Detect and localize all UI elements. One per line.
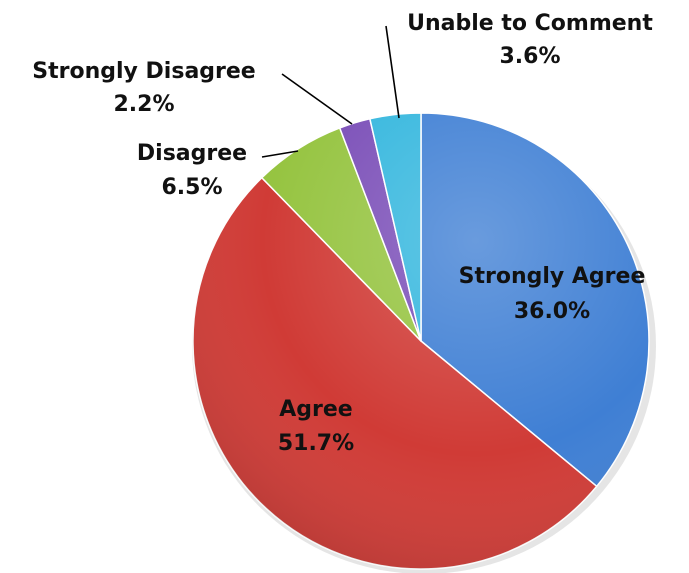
data-label-value-strongly-agree: 36.0% xyxy=(514,299,590,324)
data-labels: Strongly Agree 36.0% Agree 51.7% Disagree 6.5… xyxy=(32,11,653,456)
data-label-name-unable-to-comment: Unable to Comment xyxy=(407,11,653,36)
data-label-value-agree: 51.7% xyxy=(278,431,354,456)
leader-line-unable-to-comment xyxy=(385,25,400,119)
data-label-name-strongly-agree: Strongly Agree xyxy=(459,264,646,289)
leader-line-strongly-disagree xyxy=(281,73,353,125)
data-label-value-strongly-disagree: 2.2% xyxy=(113,92,174,117)
data-label-name-strongly-disagree: Strongly Disagree xyxy=(32,59,255,84)
data-label-value-unable-to-comment: 3.6% xyxy=(499,44,560,69)
data-label-name-disagree: Disagree xyxy=(137,141,247,166)
data-label-value-disagree: 6.5% xyxy=(161,175,222,200)
leader-line-disagree xyxy=(261,150,299,158)
pie-slices xyxy=(192,112,650,570)
data-label-name-agree: Agree xyxy=(279,397,352,422)
leader-lines xyxy=(261,25,400,158)
